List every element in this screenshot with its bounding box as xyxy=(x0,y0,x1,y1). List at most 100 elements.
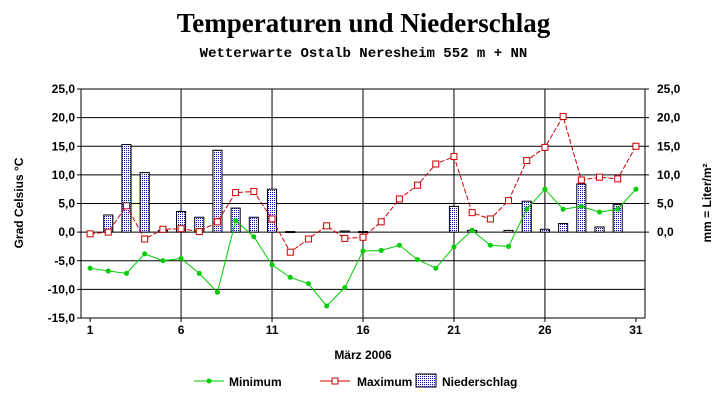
y-tick-left: -10,0 xyxy=(48,282,76,296)
precip-bar xyxy=(357,231,369,234)
precip-bar xyxy=(594,226,605,233)
precip-bar xyxy=(521,200,532,233)
legend-precip-swatch xyxy=(415,373,437,388)
minimum-point xyxy=(342,285,348,291)
minimum-point xyxy=(487,242,493,248)
y-tick-left: 10,0 xyxy=(52,168,76,182)
precip-bar xyxy=(612,204,623,233)
maximum-point xyxy=(232,189,240,197)
maximum-point xyxy=(523,157,531,165)
grid xyxy=(81,88,645,319)
minimum-point xyxy=(396,242,402,248)
minimum-point xyxy=(160,258,166,264)
precip-bar xyxy=(448,205,460,233)
precip-bar xyxy=(121,144,132,233)
minimum-point xyxy=(142,251,148,257)
maximum-point xyxy=(395,195,403,203)
chart-title: Temperaturen und Niederschlag xyxy=(176,8,551,38)
precip-bar xyxy=(212,149,223,233)
precip-bar xyxy=(539,228,550,233)
maximum-point xyxy=(559,112,567,120)
minimum-point xyxy=(305,281,311,287)
maximum-point xyxy=(177,225,185,233)
y-tick-right: 15,0 xyxy=(657,139,681,153)
minimum-point xyxy=(123,270,129,276)
y-tick-right: 25,0 xyxy=(657,82,681,96)
maximum-point xyxy=(414,181,422,189)
minimum-point xyxy=(269,262,275,268)
minimum-point xyxy=(233,218,239,224)
minimum-point xyxy=(196,270,202,276)
maximum-point xyxy=(86,230,94,238)
y-tick-right: 20,0 xyxy=(657,111,681,125)
maximum-point xyxy=(486,215,494,223)
minimum-point xyxy=(105,268,111,274)
legend-maximum-label: Maximum xyxy=(357,375,412,389)
minimum-point xyxy=(578,203,584,209)
minimum-point xyxy=(633,186,639,192)
minimum-point xyxy=(360,248,366,254)
minimum-point xyxy=(597,209,603,215)
y-tick-left: 15,0 xyxy=(52,139,76,153)
maximum-point xyxy=(577,176,585,184)
minimum-point xyxy=(560,206,566,212)
maximum-point xyxy=(268,215,276,223)
minimum-point xyxy=(542,186,548,192)
maximum-point xyxy=(250,187,258,195)
x-axis-label: März 2006 xyxy=(334,348,392,362)
precip-bar xyxy=(248,216,259,233)
x-tick: 31 xyxy=(629,323,643,337)
maximum-point xyxy=(141,235,149,243)
minimum-point xyxy=(378,247,384,253)
legend-precip-label: Niederschlag xyxy=(442,375,517,389)
minimum-point xyxy=(469,227,475,233)
maximum-point xyxy=(213,218,221,226)
maximum-point xyxy=(159,225,167,233)
legend-minimum-label: Minimum xyxy=(229,375,282,389)
y-axis-label-left: Grad Celsius °C xyxy=(12,157,26,248)
precip-bar xyxy=(558,223,569,233)
legend-minimum-marker xyxy=(206,378,212,384)
precip-bar xyxy=(285,231,296,234)
maximum-point xyxy=(614,175,622,183)
minimum-point xyxy=(524,206,530,212)
maximum-point xyxy=(541,143,549,151)
maximum-point xyxy=(632,142,640,150)
maximum-point xyxy=(195,228,203,236)
y-tick-left: 5,0 xyxy=(58,197,75,211)
precip-bar xyxy=(503,229,514,233)
y-tick-left: 20,0 xyxy=(52,111,76,125)
maximum-point xyxy=(505,197,513,205)
x-tick: 1 xyxy=(87,323,94,337)
y-tick-right: 5,0 xyxy=(657,197,674,211)
minimum-point xyxy=(615,206,621,212)
maximum-point xyxy=(450,153,458,161)
y-tick-right: 10,0 xyxy=(657,168,681,182)
maximum-point xyxy=(341,234,349,242)
chart-subtitle: Wetterwarte Ostalb Neresheim 552 m + NN xyxy=(199,46,528,62)
minimum-point xyxy=(287,274,293,280)
minimum-point xyxy=(251,234,257,240)
y-tick-left: -15,0 xyxy=(48,311,76,325)
x-tick: 11 xyxy=(266,323,279,337)
temperature-lines xyxy=(86,112,640,309)
minimum-point xyxy=(214,289,220,295)
minimum-point xyxy=(415,257,421,263)
y-tick-left: -5,0 xyxy=(54,254,75,268)
maximum-point xyxy=(104,228,112,236)
precip-bar xyxy=(266,188,278,233)
minimum-point xyxy=(324,303,330,309)
precip-bar xyxy=(139,172,150,233)
minimum-point xyxy=(178,255,184,261)
minimum-point xyxy=(506,243,512,249)
maximum-point xyxy=(432,160,440,168)
maximum-point xyxy=(596,173,604,181)
tick-labels: 25,020,015,010,05,00,0-5,0-10,0-15,025,0… xyxy=(48,82,681,337)
maximum-point xyxy=(377,218,385,226)
precip-bar xyxy=(339,230,350,233)
x-tick: 21 xyxy=(447,323,461,337)
maximum-point xyxy=(323,222,331,230)
maximum-point xyxy=(286,248,294,256)
x-tick: 26 xyxy=(538,323,552,337)
